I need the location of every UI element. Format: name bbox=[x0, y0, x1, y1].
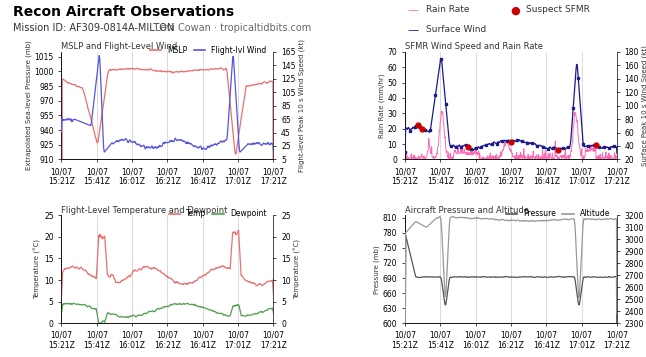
Y-axis label: Flight-level Peak 10 s Wind Speed (kt): Flight-level Peak 10 s Wind Speed (kt) bbox=[298, 39, 305, 172]
Text: Recon Aircraft Observations: Recon Aircraft Observations bbox=[13, 5, 234, 19]
Text: Surface Wind: Surface Wind bbox=[426, 25, 486, 34]
Text: SFMR Wind Speed and Rain Rate: SFMR Wind Speed and Rain Rate bbox=[405, 42, 543, 51]
Text: Levi Cowan · tropicaltidbits.com: Levi Cowan · tropicaltidbits.com bbox=[155, 23, 311, 33]
Legend: Pressure, Altitude: Pressure, Altitude bbox=[503, 206, 613, 221]
Y-axis label: Surface Peak 10 s Wind Speed (kt): Surface Peak 10 s Wind Speed (kt) bbox=[642, 45, 646, 166]
Legend: Temp, Dewpoint: Temp, Dewpoint bbox=[165, 206, 269, 221]
Text: Flight-Level Temperature and Dewpoint: Flight-Level Temperature and Dewpoint bbox=[61, 206, 228, 215]
Text: Aircraft Pressure and Altitude: Aircraft Pressure and Altitude bbox=[405, 206, 529, 215]
Legend: MSLP, Flight-lvl Wind: MSLP, Flight-lvl Wind bbox=[147, 43, 269, 58]
Y-axis label: Rain Rate (mm/hr): Rain Rate (mm/hr) bbox=[378, 73, 385, 138]
Text: —: — bbox=[407, 25, 418, 35]
Text: Rain Rate: Rain Rate bbox=[426, 5, 470, 14]
Y-axis label: Pressure (mb): Pressure (mb) bbox=[373, 245, 380, 293]
Text: MSLP and Flight-Level Wind: MSLP and Flight-Level Wind bbox=[61, 42, 178, 51]
Y-axis label: Extrapolated Sea-level Pressure (mb): Extrapolated Sea-level Pressure (mb) bbox=[25, 41, 32, 171]
Y-axis label: Temperature (°C): Temperature (°C) bbox=[293, 239, 300, 299]
Text: ●: ● bbox=[510, 5, 520, 15]
Text: Mission ID: AF309-0814A-MILTON: Mission ID: AF309-0814A-MILTON bbox=[13, 23, 174, 33]
Y-axis label: Temperature (°C): Temperature (°C) bbox=[34, 239, 41, 299]
Text: —: — bbox=[407, 5, 418, 15]
Text: Suspect SFMR: Suspect SFMR bbox=[526, 5, 590, 14]
